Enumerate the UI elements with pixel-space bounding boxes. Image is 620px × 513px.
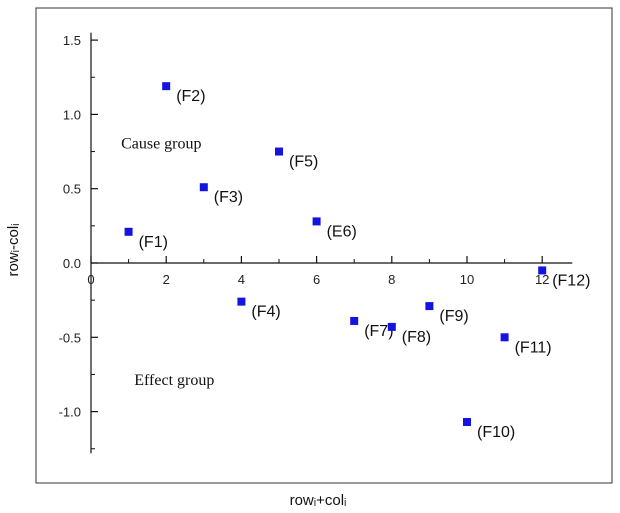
x-tick-label: 6: [313, 272, 320, 287]
data-point: [275, 147, 283, 156]
data-label: (F10): [477, 424, 515, 441]
data-point: [124, 227, 133, 236]
data-point: [387, 322, 396, 331]
x-axis-title: rowᵢ+colᵢ: [290, 492, 347, 509]
data-point: [500, 333, 509, 342]
data-point: [350, 316, 359, 325]
data-label: (F5): [289, 154, 318, 171]
data-label: (F2): [176, 88, 205, 105]
data-point: [538, 266, 547, 275]
data-label: (F3): [214, 189, 243, 206]
data-label: (F12): [552, 272, 590, 289]
y-tick-label: -1.0: [59, 405, 81, 420]
data-label: (F7): [364, 323, 393, 340]
y-tick-label: 0.5: [63, 182, 81, 197]
data-point: [312, 217, 321, 226]
y-tick-label: 0.0: [63, 256, 81, 271]
data-label: (F9): [439, 308, 468, 325]
data-label: (E6): [327, 223, 357, 240]
data-label: (F11): [515, 339, 552, 356]
effect-group-label: Effect group: [134, 372, 214, 389]
cause-group-label: Cause group: [121, 136, 201, 153]
data-point: [463, 418, 471, 427]
y-tick-label: 1.5: [63, 33, 81, 48]
x-tick-label: 4: [238, 272, 245, 287]
data-point: [199, 183, 208, 192]
x-tick-label: 10: [460, 272, 474, 287]
x-tick-label: 0: [87, 272, 94, 287]
data-label: (F4): [251, 304, 280, 321]
x-tick-label: 12: [535, 272, 549, 287]
x-tick-label: 2: [163, 272, 170, 287]
plot-frame: [35, 7, 613, 484]
x-tick-label: 8: [388, 272, 395, 287]
data-point: [162, 82, 171, 91]
data-point: [237, 297, 246, 306]
data-points: (F1) (F2) (F3) (F4) (F5) (E6) (F7) (F8) (F9) (F10…: [124, 82, 590, 441]
y-tick-label: -0.5: [59, 330, 81, 345]
data-point: [425, 302, 434, 311]
y-axis-title: rowᵢ-colᵢ: [5, 223, 22, 276]
axes: -1.0 -0.5 0.0 0.5 1.0 1.5 0 2 4 6 8 10 12: [59, 32, 573, 454]
data-label: (F1): [139, 234, 168, 251]
y-tick-label: 1.0: [63, 107, 81, 122]
data-label: (F8): [402, 329, 431, 346]
group-annotations: Cause group Effect group: [121, 136, 214, 389]
